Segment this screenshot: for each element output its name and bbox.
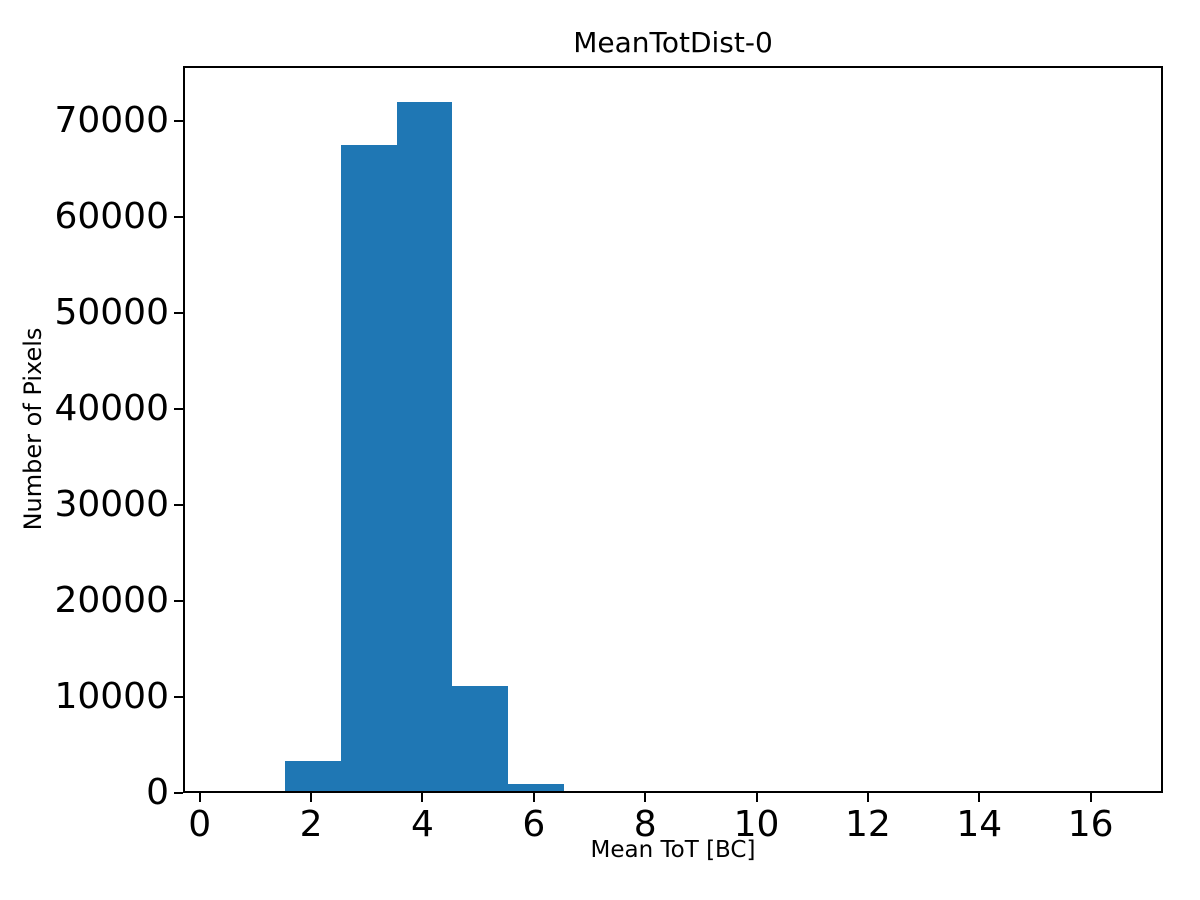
x-tick-mark bbox=[866, 793, 869, 802]
y-tick-label: 70000 bbox=[54, 99, 169, 141]
x-tick-mark bbox=[198, 793, 201, 802]
x-tick-label: 0 bbox=[188, 804, 212, 845]
x-tick-mark bbox=[310, 793, 313, 802]
y-tick-mark bbox=[174, 696, 183, 698]
x-tick-mark bbox=[755, 793, 758, 802]
y-tick-label: 10000 bbox=[54, 676, 169, 717]
x-tick-label: 6 bbox=[522, 804, 546, 845]
y-tick-mark bbox=[174, 792, 183, 794]
x-tick-label: 12 bbox=[844, 804, 891, 845]
y-tick-mark bbox=[174, 215, 183, 218]
histogram-bar bbox=[340, 144, 397, 791]
x-tick-mark bbox=[1089, 793, 1092, 802]
y-tick-mark bbox=[174, 311, 183, 314]
y-tick-label: 60000 bbox=[54, 195, 169, 237]
y-tick-label: 30000 bbox=[54, 483, 169, 525]
x-tick-label: 14 bbox=[956, 804, 1003, 845]
x-tick-mark bbox=[421, 793, 424, 802]
y-tick-mark bbox=[174, 407, 183, 410]
x-tick-label: 2 bbox=[299, 804, 323, 845]
chart-title: MeanTotDist-0 bbox=[573, 26, 773, 59]
x-axis-label: Mean ToT [BC] bbox=[590, 837, 756, 863]
y-tick-mark bbox=[174, 119, 183, 122]
x-tick-label: 16 bbox=[1067, 804, 1114, 845]
y-tick-mark bbox=[174, 503, 183, 506]
x-tick-mark bbox=[978, 793, 981, 802]
histogram-bar bbox=[452, 686, 508, 791]
x-tick-label: 10 bbox=[733, 804, 780, 845]
x-tick-mark bbox=[644, 793, 647, 802]
histogram-bar bbox=[396, 102, 453, 791]
x-tick-label: 8 bbox=[633, 804, 657, 845]
y-tick-label: 50000 bbox=[54, 291, 169, 333]
y-tick-label: 40000 bbox=[54, 387, 169, 429]
y-tick-label: 0 bbox=[146, 772, 169, 813]
y-axis-label: Number of Pixels bbox=[18, 327, 47, 531]
x-tick-mark bbox=[532, 793, 535, 802]
plot-area bbox=[183, 66, 1163, 793]
histogram-bar bbox=[508, 784, 564, 791]
x-tick-label: 4 bbox=[410, 804, 434, 845]
bars-layer bbox=[185, 68, 1161, 791]
y-tick-mark bbox=[174, 599, 183, 602]
histogram-bar bbox=[285, 761, 341, 791]
y-tick-label: 20000 bbox=[54, 579, 169, 621]
